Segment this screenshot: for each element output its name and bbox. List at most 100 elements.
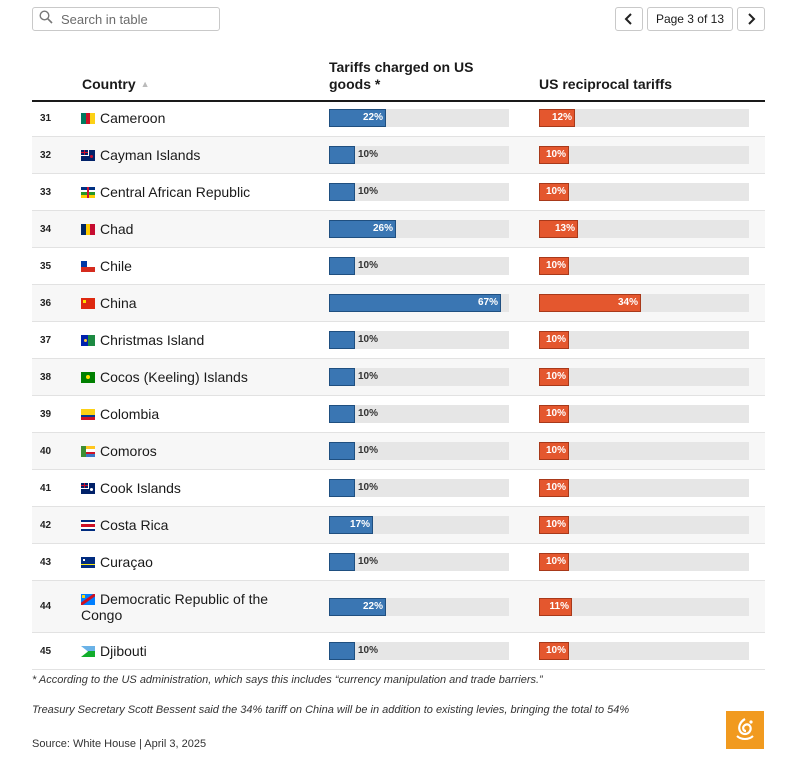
charged-tariff-bar-label: 22% xyxy=(362,600,383,612)
charged-tariff-bar xyxy=(329,368,355,386)
charged-tariff-bar-label: 10% xyxy=(358,445,379,456)
charged-tariff-bar xyxy=(329,479,355,497)
reciprocal-tariff-bar xyxy=(539,597,572,616)
chevron-left-icon xyxy=(624,13,632,25)
country-cell: Comoros xyxy=(81,433,157,469)
country-cell: China xyxy=(81,285,137,321)
reciprocal-tariff-bar-label: 10% xyxy=(545,186,566,197)
colombia-flag-icon xyxy=(81,408,95,420)
row-rank: 32 xyxy=(40,149,52,161)
cayman-islands-flag-icon xyxy=(81,149,95,161)
charged-tariff-bar-track: 10% xyxy=(329,331,509,349)
country-name: Costa Rica xyxy=(100,517,169,533)
column-header-country[interactable]: Country ▲ xyxy=(82,76,150,93)
charged-tariff-bar xyxy=(329,220,396,238)
country-cell: Democratic Republic of the Congo xyxy=(81,581,281,632)
charged-tariff-bar xyxy=(329,642,355,660)
reciprocal-tariff-bar xyxy=(539,368,569,386)
country-cell: Chad xyxy=(81,211,133,247)
reciprocal-tariff-bar xyxy=(539,553,569,571)
country-cell: Colombia xyxy=(81,396,159,432)
footnote-china: Treasury Secretary Scott Bessent said th… xyxy=(32,704,630,716)
reciprocal-tariff-bar-label: 10% xyxy=(545,556,566,567)
charged-tariff-bar-label: 10% xyxy=(358,260,379,271)
table-row: 35 Chile 10% 10% xyxy=(32,248,765,285)
row-rank: 38 xyxy=(40,371,52,383)
reciprocal-tariff-bar-label: 10% xyxy=(545,408,566,419)
charged-tariff-bar xyxy=(329,516,373,534)
country-name: Democratic Republic of the Congo xyxy=(81,590,269,623)
reciprocal-tariff-bar-label: 10% xyxy=(545,445,566,456)
charged-tariff-bar-label: 10% xyxy=(358,408,379,419)
page-indicator: Page 3 of 13 xyxy=(646,7,733,31)
country-cell: Djibouti xyxy=(81,633,147,669)
reciprocal-tariff-bar-label: 10% xyxy=(545,645,566,656)
table-row: 39 Colombia 10% 10% xyxy=(32,396,765,433)
column-header-tariffs-charged[interactable]: Tariffs charged on US goods * xyxy=(329,59,474,92)
charged-tariff-bar-track: 10% xyxy=(329,553,509,571)
reciprocal-tariff-bar-track: 34% xyxy=(539,294,749,312)
reciprocal-tariff-bar xyxy=(539,146,569,164)
reciprocal-tariff-bar-track: 10% xyxy=(539,146,749,164)
reciprocal-tariff-bar xyxy=(539,331,569,349)
reciprocal-tariff-bar-track: 11% xyxy=(539,597,749,616)
country-cell: Cameroon xyxy=(81,100,165,136)
reciprocal-tariff-bar-track: 10% xyxy=(539,553,749,571)
reciprocal-tariff-bar-label: 11% xyxy=(549,600,569,612)
reciprocal-tariff-bar xyxy=(539,257,569,275)
sort-arrow-icon[interactable]: ▲ xyxy=(140,79,150,89)
table-row: 33 Central African Republic 10% 10% xyxy=(32,174,765,211)
charged-tariff-bar-label: 10% xyxy=(358,334,379,345)
charged-tariff-bar-label: 10% xyxy=(358,556,379,567)
china-flag-icon xyxy=(81,297,95,309)
row-rank: 42 xyxy=(40,519,52,531)
reciprocal-tariff-bar-label: 10% xyxy=(545,260,566,271)
country-name: Curaçao xyxy=(100,554,153,570)
search-input[interactable] xyxy=(59,10,213,28)
reciprocal-tariff-bar-label: 12% xyxy=(551,112,572,123)
table-row: 34 Chad 26% 13% xyxy=(32,211,765,248)
row-rank: 37 xyxy=(40,334,52,346)
reciprocal-tariff-bar xyxy=(539,479,569,497)
reciprocal-tariff-bar xyxy=(539,642,569,660)
charged-tariff-bar-label: 10% xyxy=(358,645,379,656)
charged-tariff-bar-label: 10% xyxy=(358,482,379,493)
reciprocal-tariff-bar xyxy=(539,294,641,312)
cameroon-flag-icon xyxy=(81,112,95,124)
country-cell: Cocos (Keeling) Islands xyxy=(81,359,248,395)
charged-tariff-bar-track: 10% xyxy=(329,183,509,201)
prev-page-button[interactable] xyxy=(614,7,643,31)
table-row: 31 Cameroon 22% 12% xyxy=(32,100,765,137)
country-name: Cameroon xyxy=(100,110,166,126)
reciprocal-tariff-bar-track: 10% xyxy=(539,368,749,386)
reciprocal-tariff-bar-label: 34% xyxy=(617,297,638,308)
search-box[interactable] xyxy=(32,7,220,31)
row-rank: 35 xyxy=(40,260,52,272)
charged-tariff-bar-track: 10% xyxy=(329,405,509,423)
reciprocal-tariff-bar-label: 10% xyxy=(545,334,566,345)
charged-tariff-bar-track: 22% xyxy=(329,597,509,616)
column-header-country-label: Country xyxy=(82,76,136,92)
country-cell: Central African Republic xyxy=(81,174,250,210)
country-cell: Costa Rica xyxy=(81,507,168,543)
reciprocal-tariff-bar-track: 10% xyxy=(539,257,749,275)
charged-tariff-bar-label: 17% xyxy=(349,519,370,530)
charged-tariff-bar-label: 26% xyxy=(372,223,393,234)
reciprocal-tariff-bar-track: 13% xyxy=(539,220,749,238)
footnote-asterisk: * According to the US administration, wh… xyxy=(32,674,543,686)
reciprocal-tariff-bar-label: 10% xyxy=(545,371,566,382)
country-name: Christmas Island xyxy=(100,332,205,348)
row-rank: 31 xyxy=(40,112,52,124)
reciprocal-tariff-bar xyxy=(539,183,569,201)
chad-flag-icon xyxy=(81,223,95,235)
next-page-button[interactable] xyxy=(737,7,765,31)
column-header-us-reciprocal[interactable]: US reciprocal tariffs xyxy=(539,76,673,92)
row-rank: 44 xyxy=(40,601,52,612)
charged-tariff-bar-track: 26% xyxy=(329,220,509,238)
search-icon xyxy=(39,9,53,29)
table-row: 42 Costa Rica 17% 10% xyxy=(32,507,765,544)
country-cell: Christmas Island xyxy=(81,322,204,358)
table-row: 40 Comoros 10% 10% xyxy=(32,433,765,470)
charged-tariff-bar-label: 10% xyxy=(358,371,379,382)
charged-tariff-bar-track: 22% xyxy=(329,109,509,127)
